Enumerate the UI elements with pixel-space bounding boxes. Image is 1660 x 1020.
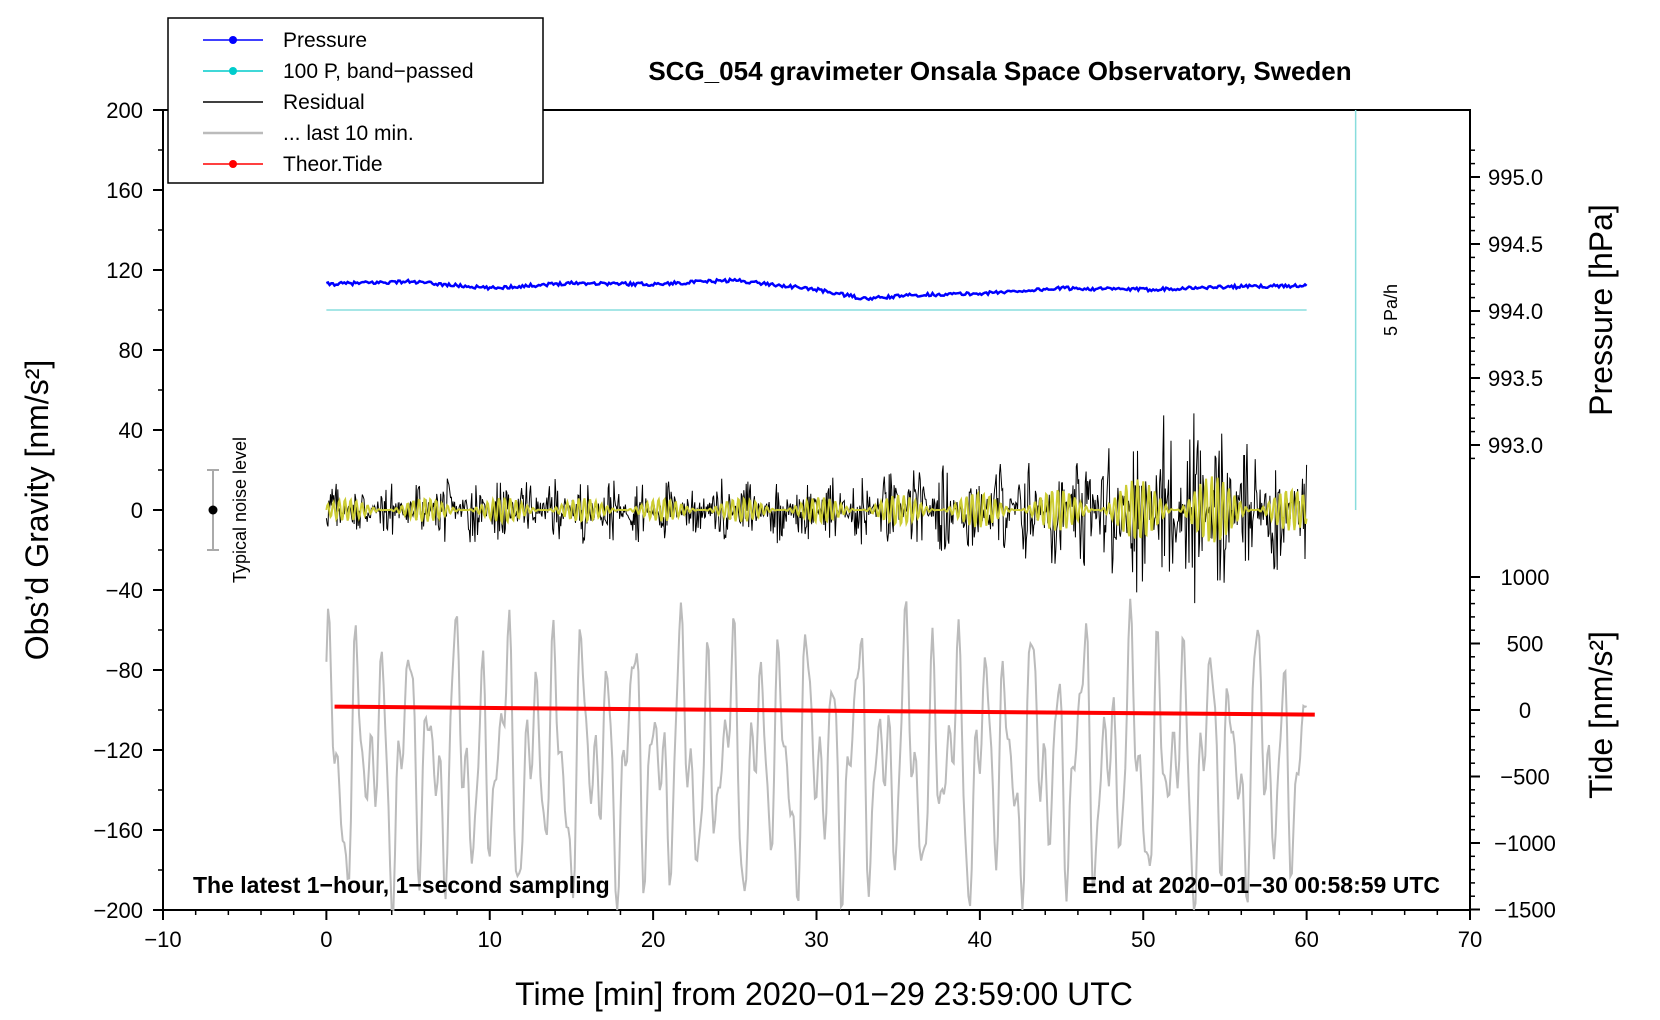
traces (325, 110, 1357, 911)
y-axis-label-tide: Tide [nm/s²] (1583, 631, 1619, 799)
note-sampling: The latest 1−hour, 1−second sampling (193, 872, 610, 898)
x-tick-label: 40 (968, 927, 992, 952)
legend-label: Residual (283, 91, 365, 114)
tide-tick-label: −1000 (1494, 831, 1556, 856)
legend-items: Pressure 100 P, band−passed Residual ... la… (203, 29, 474, 176)
legend-marker (229, 160, 237, 168)
pressure-tick-label: 993.5 (1488, 366, 1543, 391)
y-tick-label: 160 (106, 178, 143, 203)
y-tick-label: 120 (106, 258, 143, 283)
x-tick-label: 50 (1131, 927, 1155, 952)
pressure-tick-label: 994.5 (1488, 232, 1543, 257)
x-tick-label: −10 (144, 927, 181, 952)
x-tick-label: 20 (641, 927, 665, 952)
legend-marker (229, 67, 237, 75)
x-tick-label: 70 (1458, 927, 1482, 952)
legend-box (167, 17, 544, 184)
y-tick-label: −200 (93, 898, 143, 923)
pressure-tick-label: 994.0 (1488, 299, 1543, 324)
note-end-time: End at 2020−01−30 00:58:59 UTC (1082, 872, 1440, 898)
x-tick-label: 10 (478, 927, 502, 952)
legend-label: Pressure (283, 29, 367, 52)
legend-marker (229, 36, 237, 44)
series-pressure (325, 276, 1308, 302)
noise-label: Typical noise level (230, 437, 250, 583)
y-tick-label: −80 (106, 658, 143, 683)
x-tick-label: 0 (320, 927, 332, 952)
tide-tick-label: −500 (1500, 765, 1550, 790)
legend-label: 100 P, band−passed (283, 60, 474, 83)
y-tick-label: −40 (106, 578, 143, 603)
y-tick-label: 80 (119, 338, 143, 363)
series-theor-tide (334, 704, 1315, 717)
pressure-tick-label: 995.0 (1488, 165, 1543, 190)
noise-level-indicator: Typical noise level (207, 437, 250, 583)
x-tick-label: 30 (804, 927, 828, 952)
tide-tick-label: 1000 (1501, 565, 1550, 590)
y-axis-label-gravity: Obs’d Gravity [nm/s²] (19, 360, 55, 661)
y-tick-label: −120 (93, 738, 143, 763)
y-tick-label: 0 (131, 498, 143, 523)
rate-bar-label: 5 Pa/h (1381, 284, 1401, 336)
tide-tick-label: 500 (1507, 632, 1544, 657)
tide-tick-label: −1500 (1494, 898, 1556, 923)
x-tick-label: 60 (1294, 927, 1318, 952)
legend-label: ... last 10 min. (283, 122, 414, 145)
y-axis-label-pressure: Pressure [hPa] (1583, 204, 1619, 416)
tide-tick-label: 0 (1519, 698, 1531, 723)
noise-point (208, 505, 218, 515)
series-residual-smoothed (325, 476, 1308, 543)
pressure-tick-label: 993.0 (1488, 433, 1543, 458)
y-tick-label: −160 (93, 818, 143, 843)
series-last-10-min (325, 598, 1308, 911)
legend: Pressure 100 P, band−passed Residual ... la… (167, 17, 544, 184)
chart-title: SCG_054 gravimeter Onsala Space Observat… (648, 56, 1351, 86)
y-tick-label: 40 (119, 418, 143, 443)
y-tick-label: 200 (106, 98, 143, 123)
legend-label: Theor.Tide (283, 153, 383, 176)
ticks: −10 0 10 20 30 40 50 60 70 200 160 120 80 40 0 −40 −80 −1… (93, 98, 1555, 952)
x-axis-label: Time [min] from 2020−01−29 23:59:00 UTC (515, 976, 1133, 1012)
